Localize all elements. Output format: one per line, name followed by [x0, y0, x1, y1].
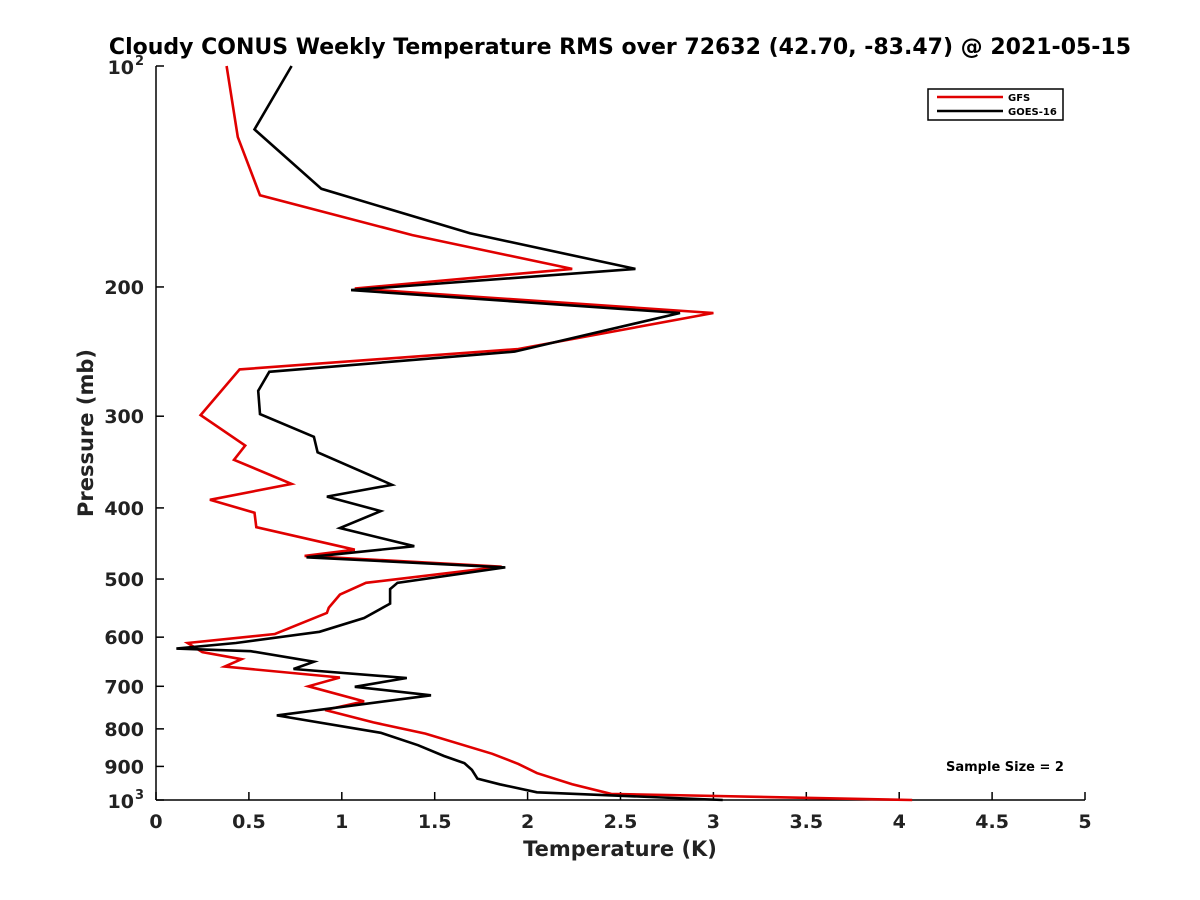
- x-tick-label: 3: [707, 811, 720, 833]
- y-tick-exponent: 3: [135, 788, 144, 803]
- x-axis-label: Temperature (K): [523, 837, 717, 861]
- y-tick-label: 800: [104, 719, 144, 741]
- x-ticks: 0 0.5 1 1.5 2 2.5 3 3.5 4 4.5 5: [149, 792, 1092, 833]
- x-tick-label: 2.5: [604, 811, 638, 833]
- y-tick-label: 700: [104, 676, 144, 698]
- x-tick-label: 1.5: [418, 811, 452, 833]
- sample-size-annotation: Sample Size = 2: [946, 760, 1064, 775]
- y-tick-label: 10: [108, 57, 134, 79]
- legend-label-goes16: GOES-16: [1008, 107, 1057, 118]
- x-tick-label: 1: [335, 811, 348, 833]
- series-line-goes16: [176, 65, 723, 802]
- y-tick-label: 400: [104, 498, 144, 520]
- series-line-gfs: [183, 65, 913, 802]
- y-tick-exponent: 2: [135, 54, 144, 69]
- x-tick-label: 0.5: [232, 811, 266, 833]
- plot-axes: [155, 66, 1085, 801]
- series-lines: [176, 65, 913, 802]
- x-tick-label: 4.5: [975, 811, 1009, 833]
- x-tick-label: 3.5: [789, 811, 823, 833]
- y-tick-label: 10: [108, 791, 134, 813]
- x-tick-label: 5: [1078, 811, 1091, 833]
- y-tick-label: 300: [104, 406, 144, 428]
- x-tick-label: 2: [521, 811, 534, 833]
- legend-box: [927, 88, 1064, 121]
- y-tick-label: 900: [104, 756, 144, 778]
- legend: GFS GOES-16: [927, 88, 1064, 121]
- x-tick-label: 0: [149, 811, 162, 833]
- x-tick-label: 4: [893, 811, 906, 833]
- y-tick-label: 600: [104, 627, 144, 649]
- legend-label-gfs: GFS: [1008, 93, 1030, 104]
- chart-title: Cloudy CONUS Weekly Temperature RMS over…: [109, 35, 1131, 60]
- y-tick-label: 200: [104, 277, 144, 299]
- y-axis-label: Pressure (mb): [74, 349, 98, 517]
- y-tick-label: 500: [104, 569, 144, 591]
